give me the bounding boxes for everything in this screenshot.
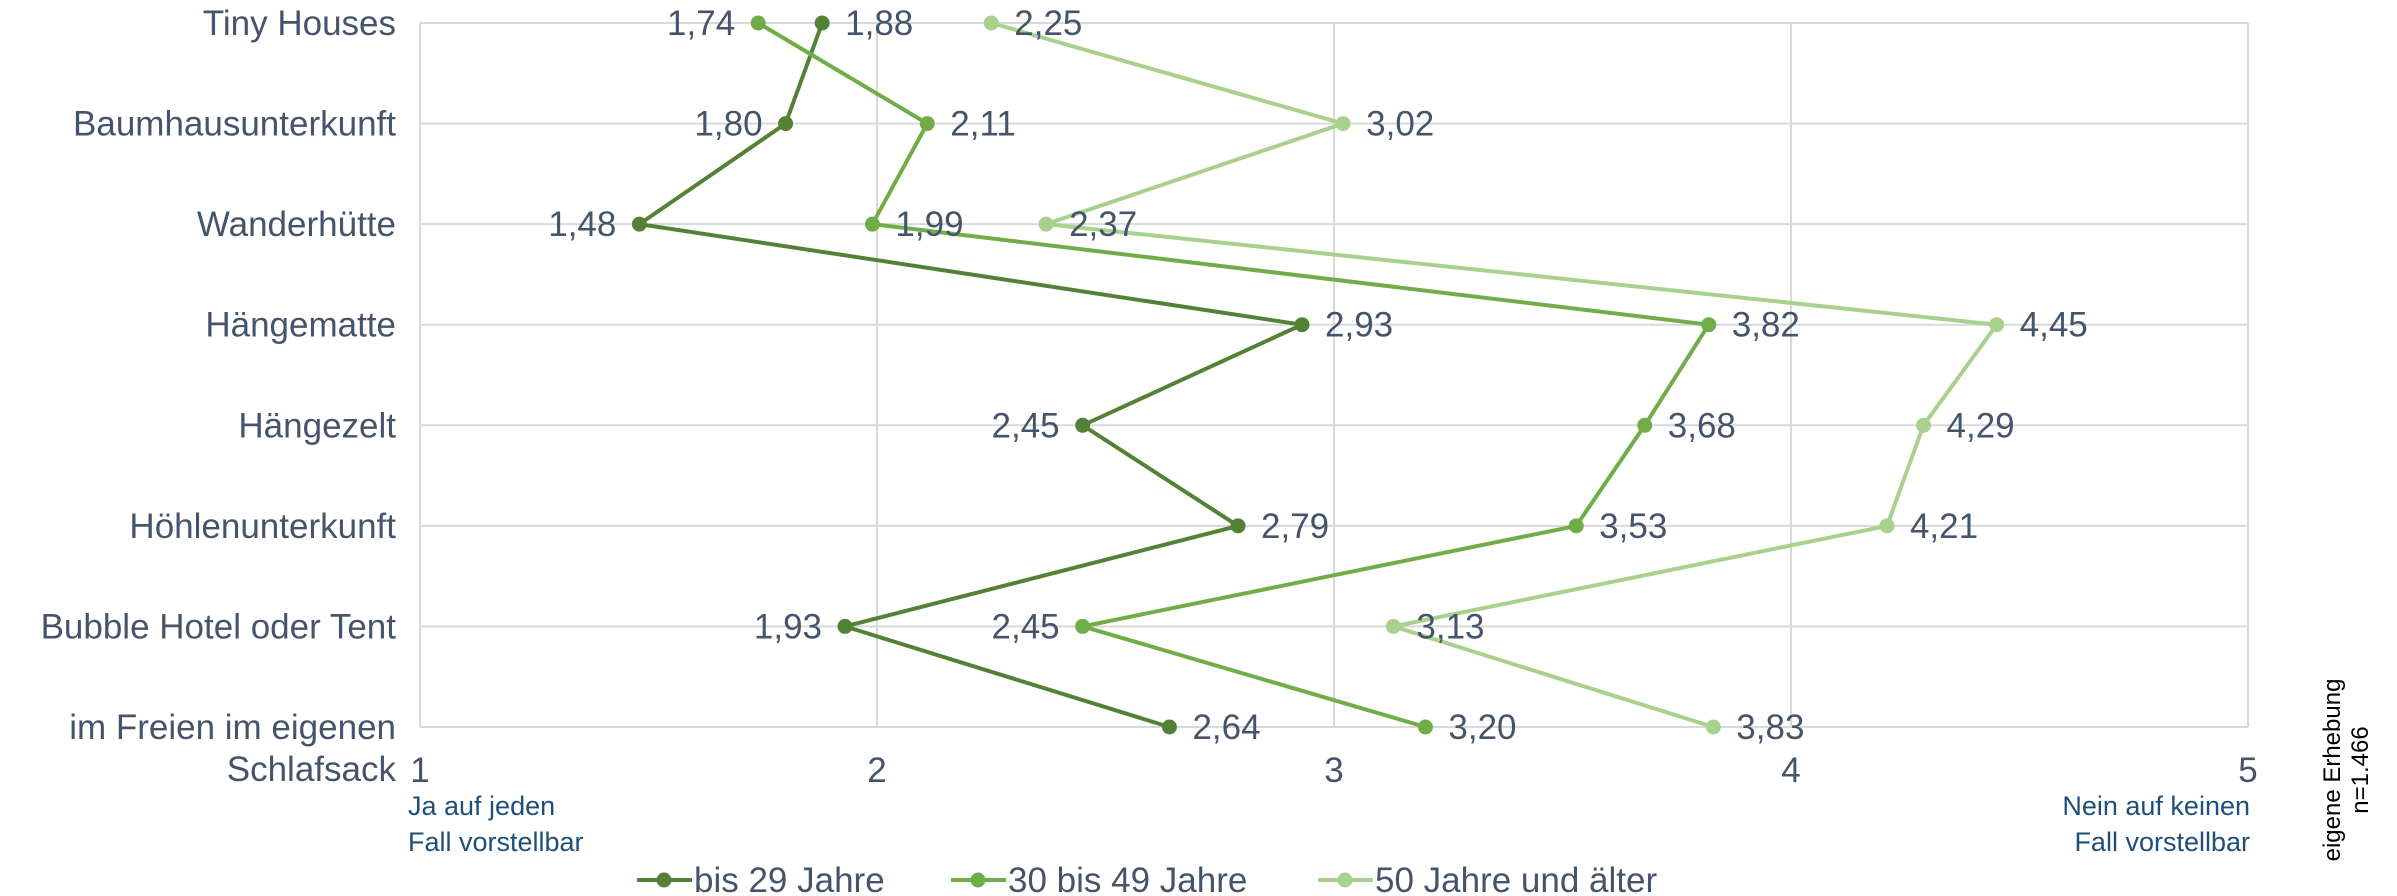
- data-label: 3,13: [1416, 607, 1484, 646]
- data-label: 4,21: [1910, 507, 1978, 546]
- data-label: 3,82: [1732, 306, 1800, 345]
- data-point: [814, 15, 830, 31]
- data-label: 1,80: [694, 105, 762, 144]
- data-point: [1161, 719, 1177, 735]
- data-label: 2,37: [1069, 205, 1137, 244]
- grid-lines: [419, 22, 2249, 728]
- x-axis-tick-labels: 1 2 3 4 5: [410, 751, 2257, 790]
- category-labels: Tiny Houses Baumhausunterkunft Wanderhütte…: [41, 4, 397, 789]
- data-point: [864, 216, 880, 232]
- data-point: [1385, 618, 1401, 634]
- data-point: [837, 618, 853, 634]
- data-label: 2,11: [950, 105, 1016, 144]
- data-label: 4,29: [1947, 406, 2015, 445]
- legend-marker: [1337, 872, 1353, 888]
- data-label: 1,74: [667, 4, 735, 43]
- data-point: [778, 116, 794, 132]
- data-label: 2,93: [1325, 306, 1393, 345]
- data-point: [1705, 719, 1721, 735]
- data-point: [919, 116, 935, 132]
- x-tick-label: 1: [410, 751, 429, 790]
- data-point: [1075, 417, 1091, 433]
- scale-high-label: Nein auf keinen Fall vorstellbar: [2062, 791, 2250, 857]
- data-point: [1989, 317, 2005, 333]
- scale-notes: Ja auf jeden Fall vorstellbar Nein auf kei…: [408, 791, 2250, 857]
- x-tick-label: 3: [1324, 751, 1343, 790]
- legend-marker: [656, 872, 672, 888]
- data-point: [1568, 518, 1584, 534]
- legend-label: 30 bis 49 Jahre: [1008, 861, 1247, 896]
- data-label: 4,45: [2020, 306, 2088, 345]
- x-tick-label: 2: [867, 751, 886, 790]
- x-tick-label: 4: [1781, 751, 1800, 790]
- data-label: 1,88: [845, 4, 913, 43]
- data-point: [1230, 518, 1246, 534]
- series-lines: [631, 15, 2005, 735]
- legend: bis 29 Jahre 30 bis 49 Jahre 50 Jahre und …: [637, 861, 1657, 896]
- legend-marker: [970, 872, 986, 888]
- legend-label: 50 Jahre und älter: [1375, 861, 1657, 896]
- data-point: [750, 15, 766, 31]
- legend-label: bis 29 Jahre: [694, 861, 885, 896]
- data-point: [1417, 719, 1433, 735]
- data-point: [1294, 317, 1310, 333]
- data-point: [1701, 317, 1717, 333]
- data-labels: 1,88 1,80 1,48 2,93 2,45 2,79 1,93 2,64 1,74 2,11…: [548, 4, 2088, 747]
- data-label: 2,45: [992, 607, 1060, 646]
- data-label: 2,79: [1261, 507, 1329, 546]
- data-point: [1916, 417, 1932, 433]
- data-label: 3,53: [1599, 507, 1667, 546]
- category-label: Hängezelt: [238, 406, 396, 445]
- data-point: [1637, 417, 1653, 433]
- series-line: [637, 22, 1304, 729]
- data-point: [1075, 618, 1091, 634]
- scale-low-label: Ja auf jeden Fall vorstellbar: [408, 791, 584, 857]
- source-note: eigene Erhebungn=1.466: [2319, 679, 2374, 862]
- data-label: 3,83: [1736, 708, 1804, 747]
- data-label: 1,93: [754, 607, 822, 646]
- source-note-text: eigene Erhebungn=1.466: [2319, 679, 2374, 862]
- data-point: [1335, 116, 1351, 132]
- category-label: Bubble Hotel oder Tent: [41, 607, 397, 646]
- series-line: [990, 21, 1999, 729]
- data-point: [1879, 518, 1895, 534]
- series-line: [757, 21, 1711, 729]
- category-label: Hängematte: [205, 306, 396, 345]
- category-label: im Freien im eigenen Schlafsack: [69, 708, 396, 789]
- data-label: 3,20: [1448, 708, 1516, 747]
- data-label: 3,68: [1668, 406, 1736, 445]
- data-point: [631, 216, 647, 232]
- data-label: 1,48: [548, 205, 616, 244]
- data-label: 2,45: [992, 406, 1060, 445]
- data-label: 1,99: [895, 205, 963, 244]
- data-label: 3,02: [1366, 105, 1434, 144]
- category-label: Tiny Houses: [203, 4, 396, 43]
- data-label: 2,25: [1014, 4, 1082, 43]
- data-label: 2,64: [1192, 708, 1260, 747]
- category-label: Höhlenunterkunft: [129, 507, 396, 546]
- category-label: Wanderhütte: [197, 205, 396, 244]
- data-point: [1038, 216, 1054, 232]
- category-label: Baumhausunterkunft: [73, 105, 396, 144]
- x-tick-label: 5: [2238, 751, 2257, 790]
- data-point: [983, 15, 999, 31]
